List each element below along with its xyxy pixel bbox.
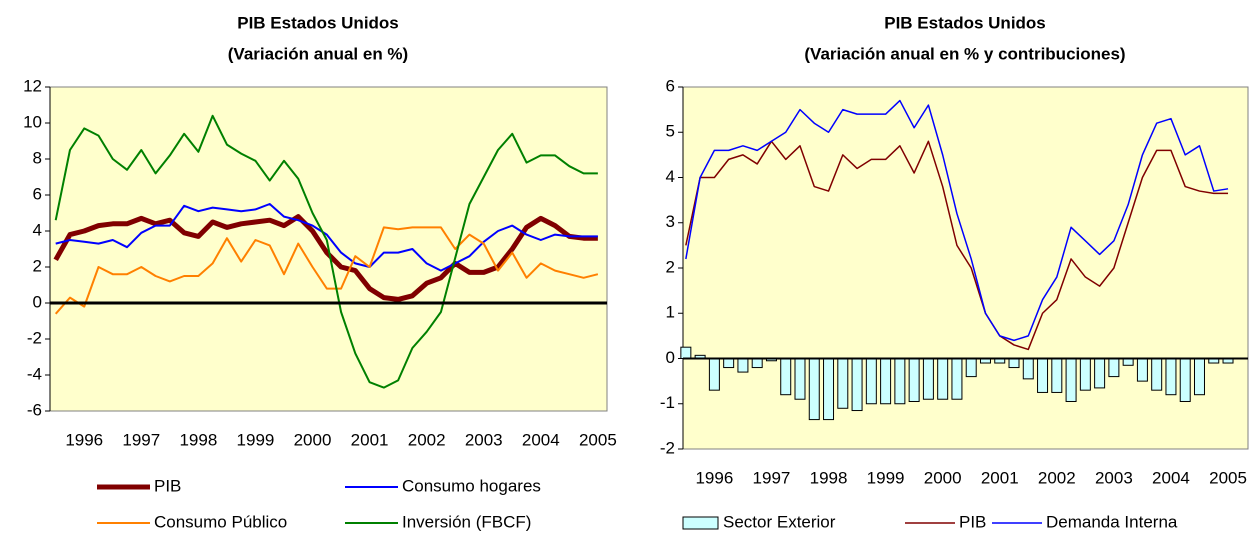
bar [1065,358,1077,402]
series-line [685,140,1229,351]
series-line [685,99,1229,342]
bar [937,358,949,400]
y-tick-label: -2 [660,438,675,457]
bar [680,346,692,359]
x-tick-label: 2002 [408,430,446,449]
bar [1108,358,1120,378]
bar [865,358,877,405]
x-tick-label: 1998 [179,430,217,449]
bar [1079,358,1091,391]
y-tick-label: 10 [23,112,42,131]
x-tick-label: 2001 [351,430,389,449]
bar [794,358,806,400]
bar [851,358,863,412]
legend-swatch [682,516,719,530]
x-tick-label: 1997 [122,430,160,449]
bar [1094,358,1106,389]
legend-label: PIB [154,476,181,495]
bar [823,358,835,421]
x-tick-label: 2000 [294,430,332,449]
bar [1179,358,1191,402]
chart-title: PIB Estados Unidos [237,13,399,32]
bar [1008,358,1020,369]
y-tick-label: 0 [33,292,42,311]
x-tick-label: 1997 [753,468,791,487]
y-tick-label: 8 [33,148,42,167]
series-line [54,114,598,389]
y-tick-label: -2 [27,328,42,347]
y-tick-label: 2 [666,257,675,276]
y-tick-label: -1 [660,393,675,412]
legend-label: PIB [959,512,986,531]
bar [1037,358,1049,393]
bar [908,358,920,402]
bar [780,358,792,396]
x-tick-label: 2003 [1095,468,1133,487]
bar [1193,358,1205,396]
bar [1151,358,1163,391]
legend-label: Sector Exterior [723,512,836,531]
bar [894,358,906,405]
bar [880,358,892,405]
bar [723,358,735,369]
bar [837,358,849,409]
x-tick-label: 2001 [981,468,1019,487]
bar [1136,358,1148,382]
x-tick-label: 2005 [1209,468,1247,487]
y-tick-label: 12 [23,76,42,95]
bar [751,358,763,369]
legend-label: Demanda Interna [1046,512,1178,531]
x-tick-label: 2004 [522,430,560,449]
bar [1022,358,1034,380]
y-tick-label: 5 [666,122,675,141]
chart-subtitle: (Variación anual en %) [228,44,408,63]
x-tick-label: 1996 [65,430,103,449]
bar [737,358,749,373]
y-tick-label: -4 [27,364,42,383]
x-tick-label: 2003 [465,430,503,449]
series-line [53,214,598,302]
x-tick-label: 1998 [810,468,848,487]
y-tick-label: 4 [33,220,42,239]
y-tick-label: -6 [27,400,42,419]
x-tick-label: 2002 [1038,468,1076,487]
legend-label: Consumo Público [154,512,287,531]
x-tick-label: 1999 [867,468,905,487]
y-tick-label: 1 [666,303,675,322]
y-tick-label: 2 [33,256,42,275]
plot-area [682,86,1249,450]
legend-label: Inversión (FBCF) [402,512,531,531]
bar [965,358,977,378]
chart-subtitle: (Variación anual en % y contribuciones) [804,44,1125,63]
y-tick-label: 6 [666,76,675,95]
y-tick-label: 4 [666,167,675,186]
bar [951,358,963,400]
series-line [54,226,599,315]
y-tick-label: 0 [666,348,675,367]
series-line [55,203,598,272]
x-tick-label: 2005 [579,430,617,449]
bar [708,358,720,391]
bar [922,358,934,400]
bar [808,358,820,421]
x-tick-label: 2000 [924,468,962,487]
legend-label: Consumo hogares [402,476,541,495]
y-tick-label: 6 [33,184,42,203]
bar [1165,358,1177,396]
chart-title: PIB Estados Unidos [884,13,1046,32]
bar [1122,358,1134,366]
bar [1051,358,1063,393]
x-tick-label: 2004 [1152,468,1190,487]
x-tick-label: 1999 [237,430,275,449]
x-tick-label: 1996 [695,468,733,487]
y-tick-label: 3 [666,212,675,231]
